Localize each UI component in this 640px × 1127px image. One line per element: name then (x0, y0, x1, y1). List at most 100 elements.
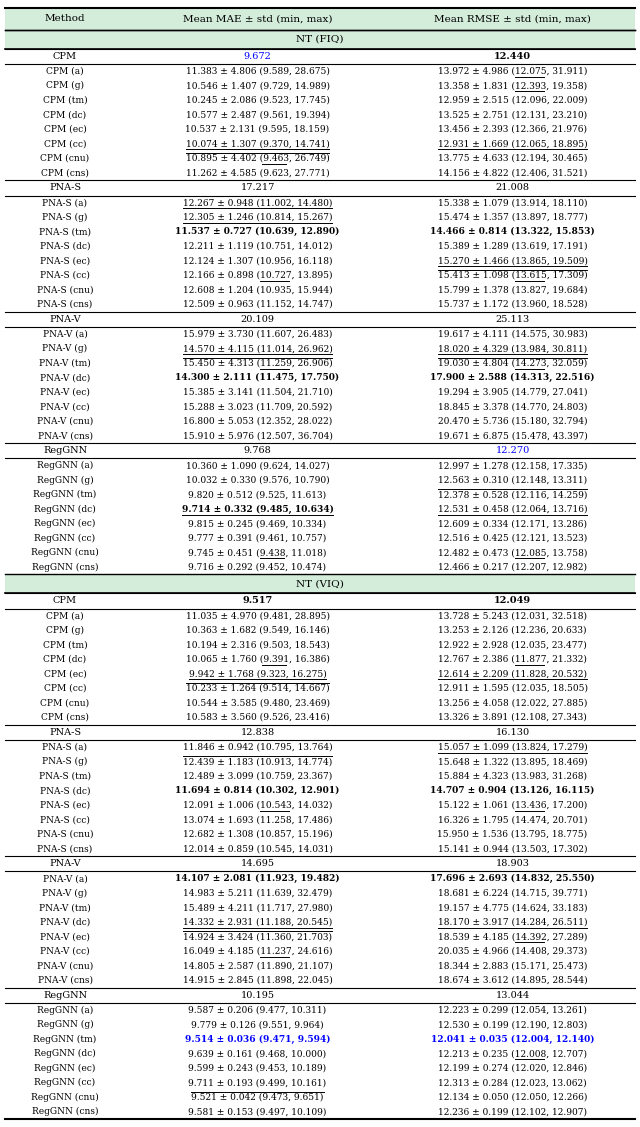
Text: 13.525 ± 2.751 (12.131, 23.210): 13.525 ± 2.751 (12.131, 23.210) (438, 110, 587, 119)
Text: CPM (cns): CPM (cns) (41, 168, 89, 177)
Text: 12.014 ± 0.859 (10.545, 14.031): 12.014 ± 0.859 (10.545, 14.031) (182, 844, 332, 853)
Text: Mean MAE ± std (min, max): Mean MAE ± std (min, max) (183, 15, 332, 24)
Text: 16.130: 16.130 (495, 728, 529, 737)
Text: 13.456 ± 2.393 (12.366, 21.976): 13.456 ± 2.393 (12.366, 21.976) (438, 125, 587, 134)
Text: 14.466 ± 0.814 (13.322, 15.853): 14.466 ± 0.814 (13.322, 15.853) (430, 228, 595, 237)
Text: CPM (cc): CPM (cc) (44, 140, 86, 149)
Text: 12.134 ± 0.050 (12.050, 12.266): 12.134 ± 0.050 (12.050, 12.266) (438, 1093, 587, 1102)
Text: 10.194 ± 2.316 (9.503, 18.543): 10.194 ± 2.316 (9.503, 18.543) (186, 640, 330, 649)
Text: 12.682 ± 1.308 (10.857, 15.196): 12.682 ± 1.308 (10.857, 15.196) (182, 829, 332, 838)
Text: 15.057 ± 1.099 (13.824, 17.279): 15.057 ± 1.099 (13.824, 17.279) (438, 743, 588, 752)
Text: PNA-S (cnu): PNA-S (cnu) (36, 285, 93, 294)
Text: 10.577 ± 2.487 (9.561, 19.394): 10.577 ± 2.487 (9.561, 19.394) (186, 110, 330, 119)
Text: 14.983 ± 5.211 (11.639, 32.479): 14.983 ± 5.211 (11.639, 32.479) (183, 889, 332, 898)
Text: PNA-V: PNA-V (49, 314, 81, 323)
Text: 9.711 ± 0.193 (9.499, 10.161): 9.711 ± 0.193 (9.499, 10.161) (188, 1079, 326, 1088)
Text: 16.049 ± 4.185 (11.237, 24.616): 16.049 ± 4.185 (11.237, 24.616) (183, 947, 332, 956)
Text: 12.213 ± 0.235 (12.008, 12.707): 12.213 ± 0.235 (12.008, 12.707) (438, 1049, 587, 1058)
Text: RegGNN (cc): RegGNN (cc) (35, 1079, 95, 1088)
Text: 10.032 ± 0.330 (9.576, 10.790): 10.032 ± 0.330 (9.576, 10.790) (186, 476, 330, 485)
Text: RegGNN (cc): RegGNN (cc) (35, 534, 95, 543)
Text: 12.270: 12.270 (495, 446, 530, 455)
Text: 18.845 ± 3.378 (14.770, 24.803): 18.845 ± 3.378 (14.770, 24.803) (438, 402, 587, 411)
Text: 9.942 ± 1.768 (9.323, 16.275): 9.942 ± 1.768 (9.323, 16.275) (189, 669, 326, 678)
Text: 15.474 ± 1.357 (13.897, 18.777): 15.474 ± 1.357 (13.897, 18.777) (438, 213, 588, 222)
Text: 12.959 ± 2.515 (12.096, 22.009): 12.959 ± 2.515 (12.096, 22.009) (438, 96, 588, 105)
Text: 14.332 ± 2.931 (11.188, 20.545): 14.332 ± 2.931 (11.188, 20.545) (183, 917, 332, 926)
Text: CPM (dc): CPM (dc) (44, 110, 86, 119)
Text: 14.707 ± 0.904 (13.126, 16.115): 14.707 ± 0.904 (13.126, 16.115) (430, 787, 595, 796)
Text: CPM (dc): CPM (dc) (44, 655, 86, 664)
Bar (5, 8, 635, 30)
Text: 10.546 ± 1.407 (9.729, 14.989): 10.546 ± 1.407 (9.729, 14.989) (186, 81, 330, 90)
Text: 17.696 ± 2.693 (14.832, 25.550): 17.696 ± 2.693 (14.832, 25.550) (430, 875, 595, 884)
Text: RegGNN (g): RegGNN (g) (36, 1020, 93, 1029)
Text: 11.846 ± 0.942 (10.795, 13.764): 11.846 ± 0.942 (10.795, 13.764) (182, 743, 332, 752)
Text: 12.931 ± 1.669 (12.065, 18.895): 12.931 ± 1.669 (12.065, 18.895) (438, 140, 588, 149)
Text: 12.563 ± 0.310 (12.148, 13.311): 12.563 ± 0.310 (12.148, 13.311) (438, 476, 587, 485)
Text: RegGNN (cns): RegGNN (cns) (32, 562, 99, 571)
Text: PNA-S (a): PNA-S (a) (42, 198, 88, 207)
Text: 14.915 ± 2.845 (11.898, 22.045): 14.915 ± 2.845 (11.898, 22.045) (182, 976, 332, 985)
Text: 10.074 ± 1.307 (9.370, 14.741): 10.074 ± 1.307 (9.370, 14.741) (186, 140, 330, 149)
Text: 13.044: 13.044 (495, 991, 530, 1000)
Text: 9.745 ± 0.451 (9.438, 11.018): 9.745 ± 0.451 (9.438, 11.018) (188, 548, 326, 557)
Text: PNA-V (cns): PNA-V (cns) (38, 432, 93, 441)
Text: 9.581 ± 0.153 (9.497, 10.109): 9.581 ± 0.153 (9.497, 10.109) (188, 1107, 326, 1116)
Text: 20.470 ± 5.736 (15.180, 32.794): 20.470 ± 5.736 (15.180, 32.794) (438, 417, 588, 426)
Text: 21.008: 21.008 (495, 184, 529, 193)
Text: 15.450 ± 4.313 (11.259, 26.906): 15.450 ± 4.313 (11.259, 26.906) (182, 358, 332, 367)
Text: RegGNN: RegGNN (43, 446, 87, 455)
Text: 12.516 ± 0.425 (12.121, 13.523): 12.516 ± 0.425 (12.121, 13.523) (438, 534, 587, 543)
Text: 9.714 ± 0.332 (9.485, 10.634): 9.714 ± 0.332 (9.485, 10.634) (182, 505, 333, 514)
Text: 17.217: 17.217 (240, 184, 275, 193)
Text: 14.300 ± 2.111 (11.475, 17.750): 14.300 ± 2.111 (11.475, 17.750) (175, 373, 340, 382)
Text: 10.065 ± 1.760 (9.391, 16.386): 10.065 ± 1.760 (9.391, 16.386) (186, 655, 330, 664)
Text: 15.884 ± 4.323 (13.983, 31.268): 15.884 ± 4.323 (13.983, 31.268) (438, 772, 587, 781)
Text: PNA-S (ec): PNA-S (ec) (40, 801, 90, 810)
Text: PNA-V (cns): PNA-V (cns) (38, 976, 93, 985)
Text: RegGNN (cnu): RegGNN (cnu) (31, 548, 99, 557)
Text: 14.924 ± 3.424 (11.360, 21.703): 14.924 ± 3.424 (11.360, 21.703) (183, 932, 332, 941)
Text: PNA-V (g): PNA-V (g) (42, 889, 88, 898)
Text: 11.383 ± 4.806 (9.589, 28.675): 11.383 ± 4.806 (9.589, 28.675) (186, 66, 330, 76)
Text: PNA-S: PNA-S (49, 728, 81, 737)
Text: 11.035 ± 4.970 (9.481, 28.895): 11.035 ± 4.970 (9.481, 28.895) (186, 611, 330, 620)
Text: 12.530 ± 0.199 (12.190, 12.803): 12.530 ± 0.199 (12.190, 12.803) (438, 1020, 587, 1029)
Text: 19.671 ± 6.875 (15.478, 43.397): 19.671 ± 6.875 (15.478, 43.397) (438, 432, 588, 441)
Text: RegGNN (a): RegGNN (a) (37, 1005, 93, 1014)
Text: 13.728 ± 5.243 (12.031, 32.518): 13.728 ± 5.243 (12.031, 32.518) (438, 611, 587, 620)
Text: 12.997 ± 1.278 (12.158, 17.335): 12.997 ± 1.278 (12.158, 17.335) (438, 461, 587, 470)
Text: 10.360 ± 1.090 (9.624, 14.027): 10.360 ± 1.090 (9.624, 14.027) (186, 461, 330, 470)
Text: PNA-V (a): PNA-V (a) (43, 875, 88, 884)
Text: PNA-V (dc): PNA-V (dc) (40, 917, 90, 926)
Text: 12.313 ± 0.284 (12.023, 13.062): 12.313 ± 0.284 (12.023, 13.062) (438, 1079, 587, 1088)
Text: 15.950 ± 1.536 (13.795, 18.775): 15.950 ± 1.536 (13.795, 18.775) (437, 829, 588, 838)
Text: 18.020 ± 4.329 (13.984, 30.811): 18.020 ± 4.329 (13.984, 30.811) (438, 344, 587, 353)
Text: RegGNN (cnu): RegGNN (cnu) (31, 1093, 99, 1102)
Text: 18.539 ± 4.185 (14.392, 27.289): 18.539 ± 4.185 (14.392, 27.289) (438, 932, 587, 941)
Text: PNA-S: PNA-S (49, 184, 81, 193)
Text: RegGNN (dc): RegGNN (dc) (34, 1049, 96, 1058)
Text: 15.389 ± 1.289 (13.619, 17.191): 15.389 ± 1.289 (13.619, 17.191) (438, 242, 588, 251)
Text: PNA-V (g): PNA-V (g) (42, 344, 88, 353)
Text: 12.922 ± 2.928 (12.035, 23.477): 12.922 ± 2.928 (12.035, 23.477) (438, 640, 587, 649)
Text: CPM (ec): CPM (ec) (44, 125, 86, 134)
Text: PNA-S (tm): PNA-S (tm) (39, 772, 91, 781)
Text: 12.489 ± 3.099 (10.759, 23.367): 12.489 ± 3.099 (10.759, 23.367) (183, 772, 332, 781)
Text: 19.157 ± 4.775 (14.624, 33.183): 19.157 ± 4.775 (14.624, 33.183) (438, 903, 588, 912)
Text: 15.648 ± 1.322 (13.895, 18.469): 15.648 ± 1.322 (13.895, 18.469) (438, 757, 588, 766)
Text: 14.570 ± 4.115 (11.014, 26.962): 14.570 ± 4.115 (11.014, 26.962) (182, 344, 332, 353)
Text: 9.716 ± 0.292 (9.452, 10.474): 9.716 ± 0.292 (9.452, 10.474) (189, 562, 326, 571)
Text: PNA-V (a): PNA-V (a) (43, 330, 88, 339)
Text: CPM (ec): CPM (ec) (44, 669, 86, 678)
Text: 9.779 ± 0.126 (9.551, 9.964): 9.779 ± 0.126 (9.551, 9.964) (191, 1020, 324, 1029)
Text: 12.911 ± 1.595 (12.035, 18.505): 12.911 ± 1.595 (12.035, 18.505) (438, 684, 588, 693)
Text: 20.035 ± 4.966 (14.408, 29.373): 20.035 ± 4.966 (14.408, 29.373) (438, 947, 587, 956)
Text: 19.617 ± 4.111 (14.575, 30.983): 19.617 ± 4.111 (14.575, 30.983) (438, 330, 588, 339)
Text: PNA-S (cns): PNA-S (cns) (37, 300, 93, 309)
Text: 12.199 ± 0.274 (12.020, 12.846): 12.199 ± 0.274 (12.020, 12.846) (438, 1064, 587, 1073)
Text: PNA-S (cns): PNA-S (cns) (37, 844, 93, 853)
Text: CPM (cc): CPM (cc) (44, 684, 86, 693)
Text: 9.768: 9.768 (244, 446, 271, 455)
